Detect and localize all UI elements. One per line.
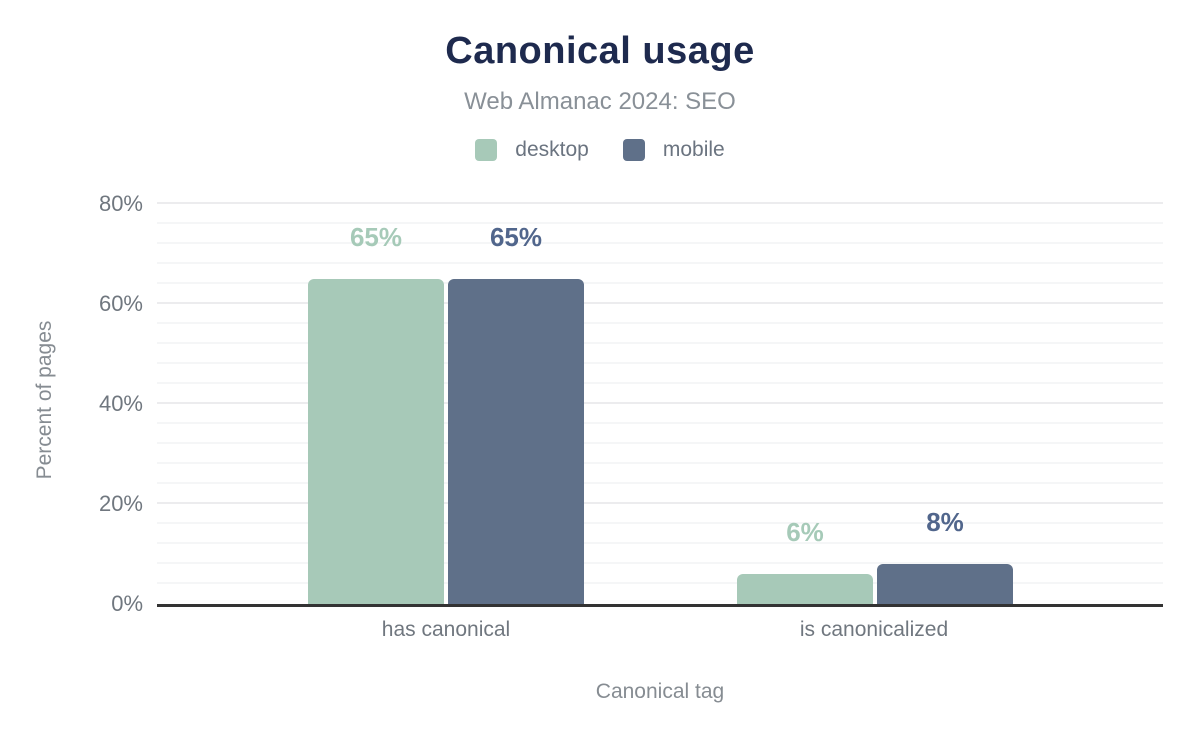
legend-item-mobile[interactable]: mobile: [622, 138, 725, 162]
x-tick-has-canonical: has canonical: [381, 618, 511, 641]
bar-value-label-desktop-is-canonicalized: 6%: [786, 517, 824, 547]
gridline: [157, 342, 1163, 344]
bar-value-label-desktop-has-canonical: 65%: [349, 222, 403, 252]
gridline: [157, 222, 1163, 224]
desktop-legend-label: desktop: [515, 138, 589, 161]
bar-desktop-is-canonicalized[interactable]: 6%: [737, 517, 873, 604]
gridline: [157, 382, 1163, 384]
y-tick-label: 20%: [98, 491, 143, 516]
bar-value-label-mobile-has-canonical: 65%: [489, 222, 543, 252]
gridline: [157, 582, 1163, 584]
gridline: [157, 562, 1163, 564]
gridline: [157, 362, 1163, 364]
x-axis-title: Canonical tag: [595, 680, 725, 703]
y-tick-label: 40%: [98, 391, 143, 416]
gridline: [157, 442, 1163, 444]
gridline: [157, 302, 1163, 304]
legend: desktop mobile: [0, 138, 1200, 162]
plot-area: 0% 20% 40% 60% 80% 65% 65% 6% 8%: [99, 190, 1163, 616]
gridline: [157, 202, 1163, 204]
gridline: [157, 502, 1163, 504]
bar-value-label-mobile-is-canonicalized: 8%: [926, 507, 964, 537]
chart-subtitle: Web Almanac 2024: SEO: [464, 88, 736, 115]
gridline: [157, 282, 1163, 284]
gridline: [157, 422, 1163, 424]
mobile-legend-label: mobile: [662, 138, 725, 161]
gridline: [157, 322, 1163, 324]
desktop-legend-swatch: [475, 139, 498, 161]
gridline: [157, 522, 1163, 524]
gridline: [157, 462, 1163, 464]
y-tick-label: 0%: [111, 591, 143, 616]
gridline: [157, 262, 1163, 264]
x-tick-is-canonicalized: is canonicalized: [799, 618, 949, 641]
bar-mobile-has-canonical[interactable]: 65%: [448, 222, 584, 604]
gridline: [157, 242, 1163, 244]
legend-item-desktop[interactable]: desktop: [475, 138, 589, 162]
y-axis-title: Percent of pages: [33, 320, 56, 480]
bar-mobile-is-canonicalized[interactable]: 8%: [877, 507, 1013, 604]
gridline: [157, 482, 1163, 484]
gridline: [157, 542, 1163, 544]
gridline: [157, 402, 1163, 404]
y-tick-label: 60%: [98, 291, 143, 316]
mobile-legend-swatch: [622, 139, 645, 161]
chart-title: Canonical usage: [445, 30, 755, 72]
y-tick-label: 80%: [98, 191, 143, 216]
bar-desktop-has-canonical[interactable]: 65%: [308, 222, 444, 604]
